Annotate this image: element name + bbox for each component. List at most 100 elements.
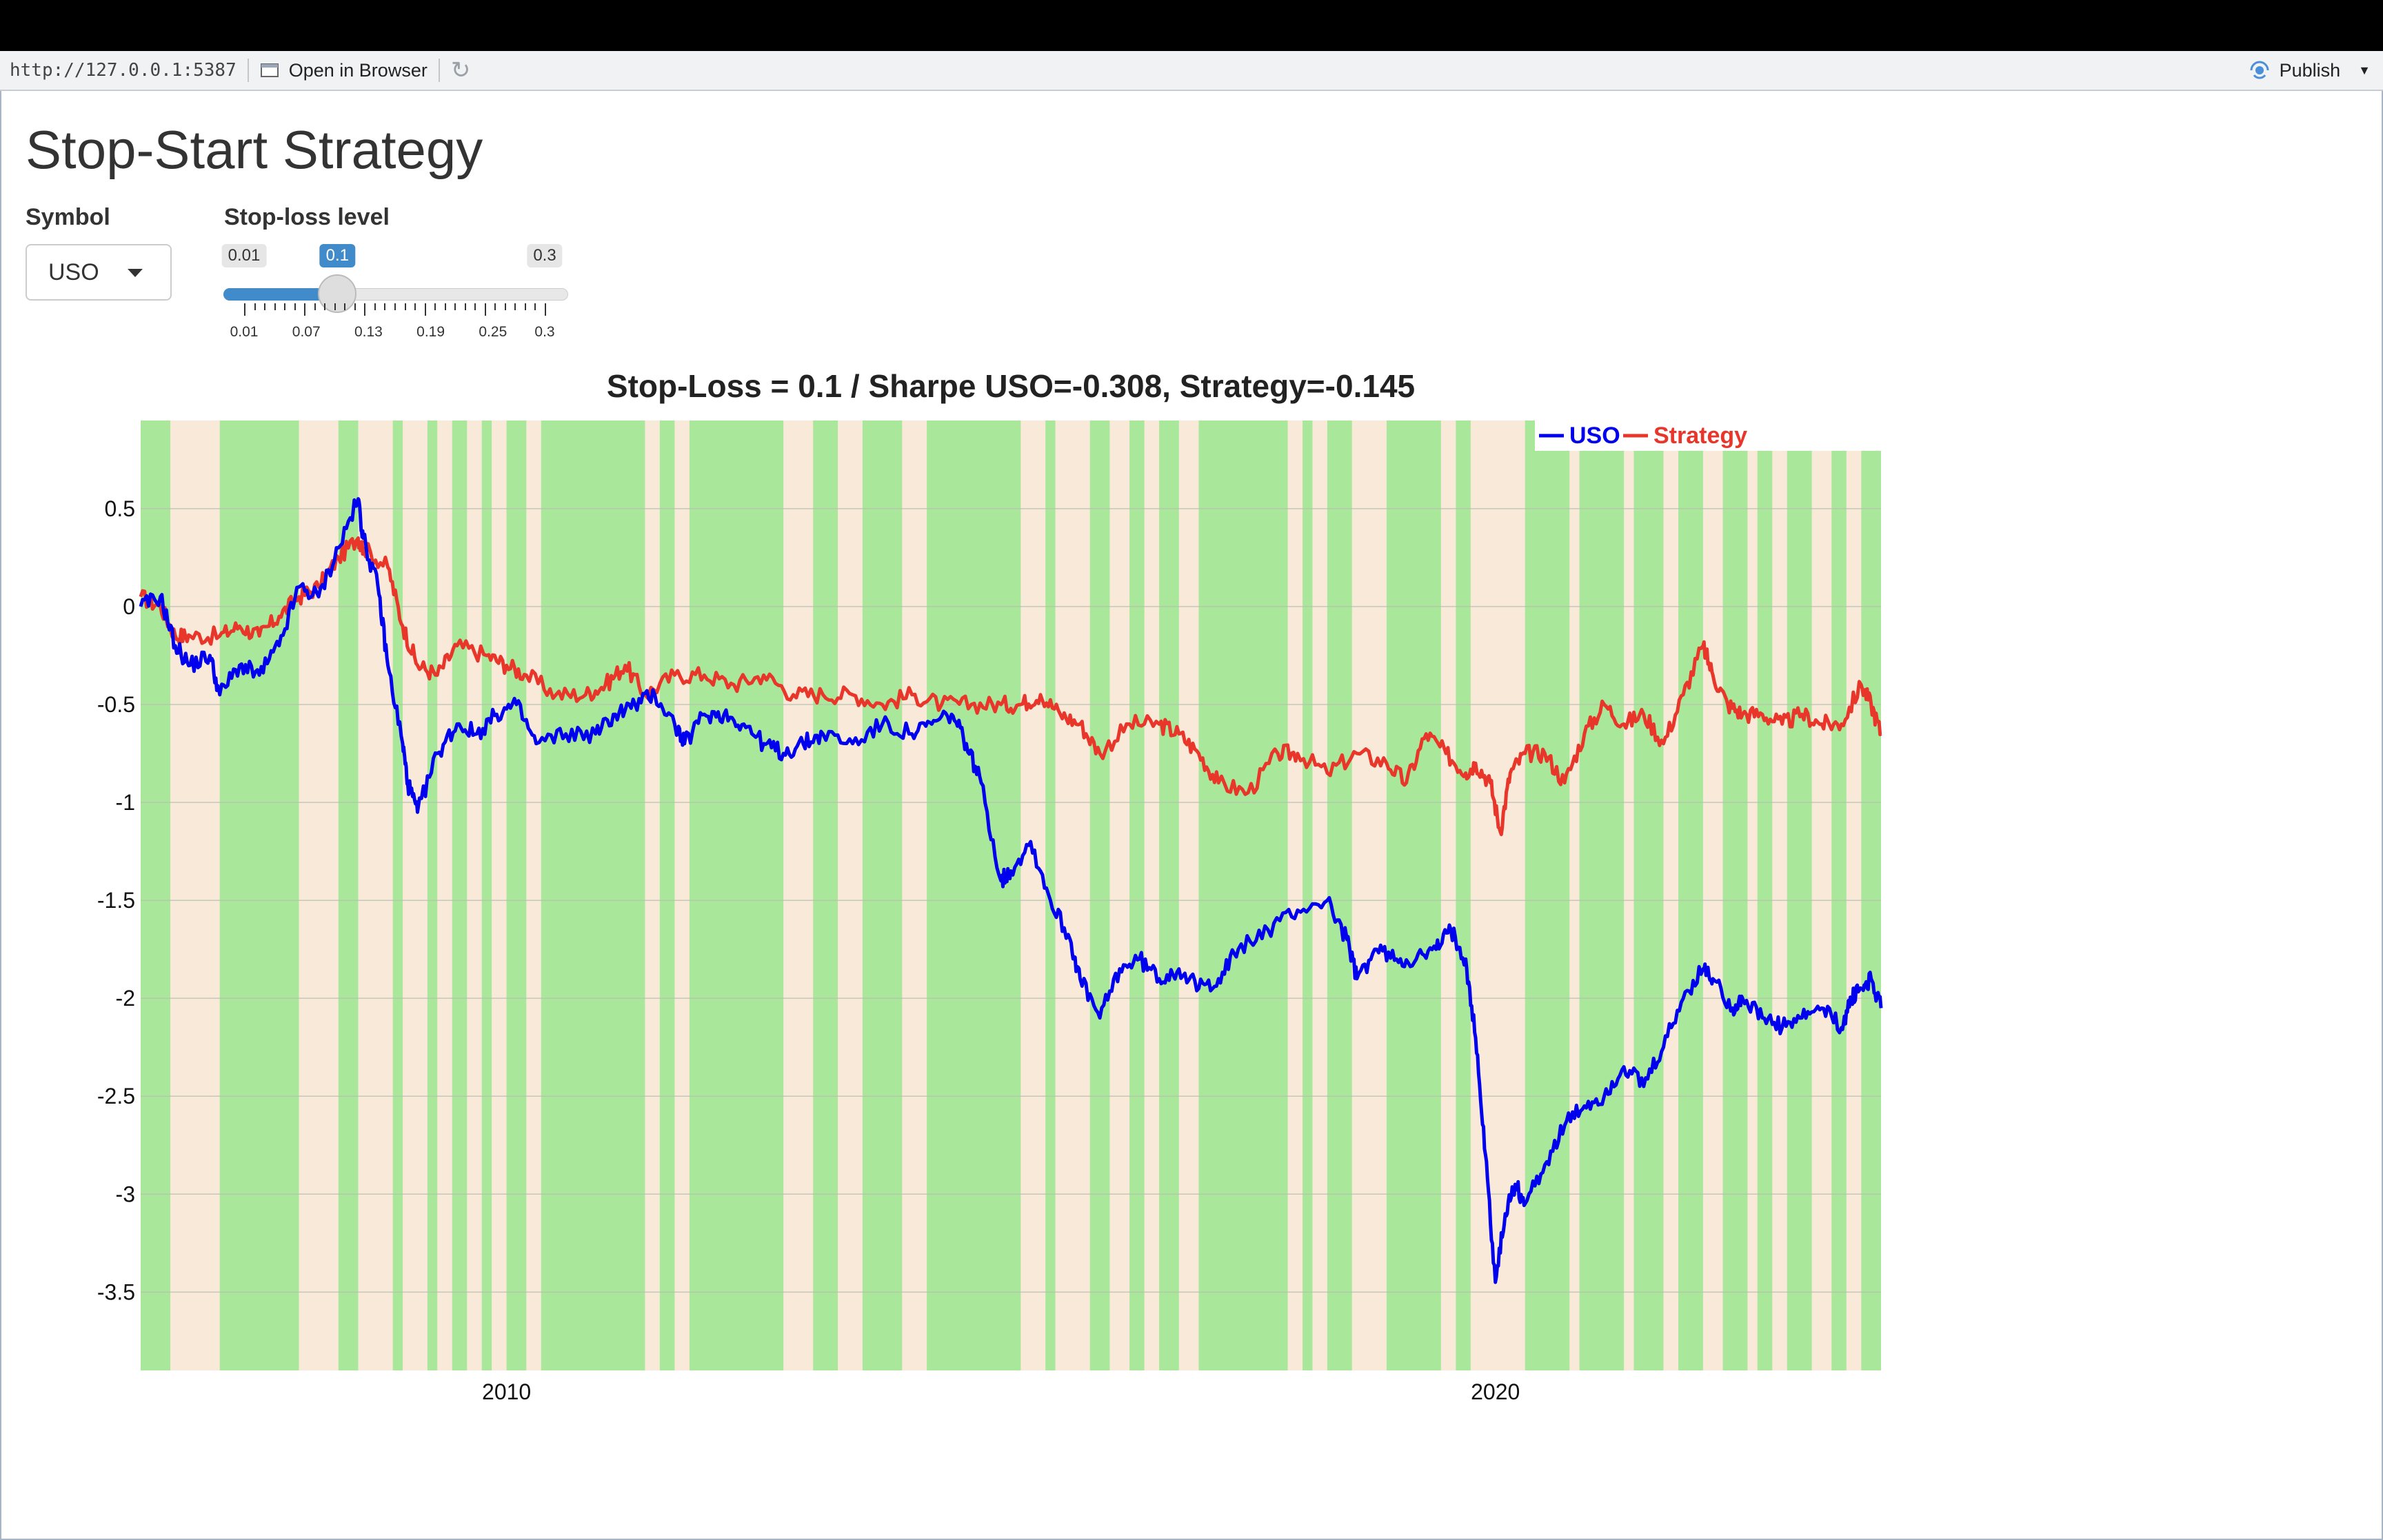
invested-band xyxy=(1757,421,1773,1370)
slider-tick xyxy=(314,303,316,310)
legend-label-strategy: Strategy xyxy=(1653,423,1747,449)
chart-title: Stop-Loss = 0.1 / Sharpe USO=-0.308, Str… xyxy=(607,368,1415,404)
invested-band xyxy=(541,421,645,1370)
slider-tick xyxy=(384,303,386,310)
publish-label: Publish xyxy=(2279,59,2341,81)
slider-tick xyxy=(254,303,256,310)
invested-band xyxy=(392,421,403,1370)
slider-tick-label: 0.01 xyxy=(230,324,259,340)
invested-band xyxy=(1327,421,1352,1370)
invested-band xyxy=(1722,421,1748,1370)
url-label: http://127.0.0.1:5387 xyxy=(10,60,237,81)
slider-tick xyxy=(474,303,476,310)
slider-tick xyxy=(294,303,296,310)
invested-band xyxy=(862,421,903,1370)
y-tick-label: -1 xyxy=(116,790,135,815)
y-tick-label: -3 xyxy=(116,1182,135,1206)
invested-band xyxy=(659,421,675,1370)
x-tick-label: 2020 xyxy=(1471,1379,1520,1404)
invested-band xyxy=(1159,421,1179,1370)
legend-label-uso: USO xyxy=(1569,423,1620,449)
slider-tick xyxy=(545,303,546,316)
invested-band xyxy=(452,421,467,1370)
open-in-browser-label: Open in Browser xyxy=(288,59,428,81)
invested-band xyxy=(1198,421,1288,1370)
publish-button[interactable]: Publish ▼ xyxy=(2248,51,2371,90)
legend-box xyxy=(1535,421,1881,451)
slider-tick-label: 0.19 xyxy=(416,324,445,340)
slider-fill xyxy=(223,288,338,301)
slider-handle[interactable] xyxy=(318,274,357,313)
slider-tick xyxy=(244,303,245,316)
symbol-select[interactable]: USO xyxy=(26,244,172,301)
slider-tick xyxy=(324,303,326,310)
viewer-toolbar: http://127.0.0.1:5387 Open in Browser ↻ … xyxy=(0,51,2383,91)
symbol-label: Symbol xyxy=(26,204,110,230)
slider-tick xyxy=(334,303,336,310)
slider-tick xyxy=(264,303,266,310)
y-tick-label: -3.5 xyxy=(97,1279,135,1304)
slider-tick xyxy=(524,303,526,310)
invested-band xyxy=(1579,421,1625,1370)
y-tick-label: 0.5 xyxy=(105,496,135,521)
slider-tick-label: 0.07 xyxy=(292,324,321,340)
open-in-browser-button[interactable]: Open in Browser xyxy=(260,60,428,81)
slider-tick xyxy=(514,303,516,310)
invested-band xyxy=(813,421,838,1370)
invested-band xyxy=(689,421,784,1370)
invested-band xyxy=(1129,421,1145,1370)
app-frame xyxy=(0,91,2383,1540)
slider-tick xyxy=(274,303,276,310)
slider-tick xyxy=(404,303,406,310)
slider-tick xyxy=(414,303,416,310)
stop-loss-label: Stop-loss level xyxy=(224,204,390,230)
toolbar-divider-2 xyxy=(438,59,440,82)
slider-tick xyxy=(444,303,446,310)
symbol-value: USO xyxy=(48,259,99,285)
open-window-icon xyxy=(260,63,279,77)
slider-tick xyxy=(374,303,376,310)
refresh-icon[interactable]: ↻ xyxy=(450,57,471,83)
y-tick-label: -2.5 xyxy=(97,1084,135,1108)
x-tick-label: 2010 xyxy=(482,1379,531,1404)
stop-loss-slider[interactable]: 0.01 0.3 0.1 0.01 0.07 0.13 0.19 0.25 0.3 xyxy=(221,234,579,345)
invested-band xyxy=(1525,421,1570,1370)
invested-band xyxy=(481,421,492,1370)
slider-tick xyxy=(484,303,486,316)
slider-ticks: 0.01 0.07 0.13 0.19 0.25 0.3 xyxy=(221,303,579,345)
chevron-down-icon[interactable]: ▼ xyxy=(2358,63,2371,77)
slider-tick xyxy=(344,303,346,310)
invested-band xyxy=(338,421,359,1370)
slider-tick-label: 0.3 xyxy=(534,324,555,340)
slider-tick xyxy=(424,303,426,316)
slider-tick xyxy=(304,303,306,316)
invested-band xyxy=(1633,421,1664,1370)
invested-band xyxy=(219,421,299,1370)
slider-value-label: 0.1 xyxy=(319,244,355,267)
slider-max-label: 0.3 xyxy=(527,244,563,267)
slider-tick xyxy=(464,303,466,310)
slider-tick xyxy=(504,303,506,310)
invested-band xyxy=(1787,421,1812,1370)
invested-band xyxy=(1456,421,1471,1370)
invested-band xyxy=(927,421,1021,1370)
invested-band xyxy=(427,421,438,1370)
invested-band xyxy=(1303,421,1313,1370)
slider-tick xyxy=(494,303,496,310)
invested-band xyxy=(141,421,171,1370)
publish-icon xyxy=(2250,61,2269,79)
series-line-uso xyxy=(139,497,1883,1284)
invested-band xyxy=(1678,421,1703,1370)
series-line-strategy xyxy=(139,536,1882,836)
invested-band xyxy=(1831,421,1847,1370)
invested-band xyxy=(1861,421,1881,1370)
performance-chart: 0.5 0 -0.5 -1 -1.5 -2 -2.5 -3 -3.5 2010 2020 Stop-L… xyxy=(97,368,1883,1404)
invested-band xyxy=(1386,421,1441,1370)
caret-down-icon xyxy=(128,269,143,277)
slider-min-label: 0.01 xyxy=(221,244,267,267)
y-tick-label: 0 xyxy=(123,594,135,619)
slider-tick xyxy=(364,303,366,316)
slider-tick-label: 0.25 xyxy=(479,324,507,340)
slider-tick xyxy=(434,303,436,310)
slider-tick xyxy=(394,303,396,310)
